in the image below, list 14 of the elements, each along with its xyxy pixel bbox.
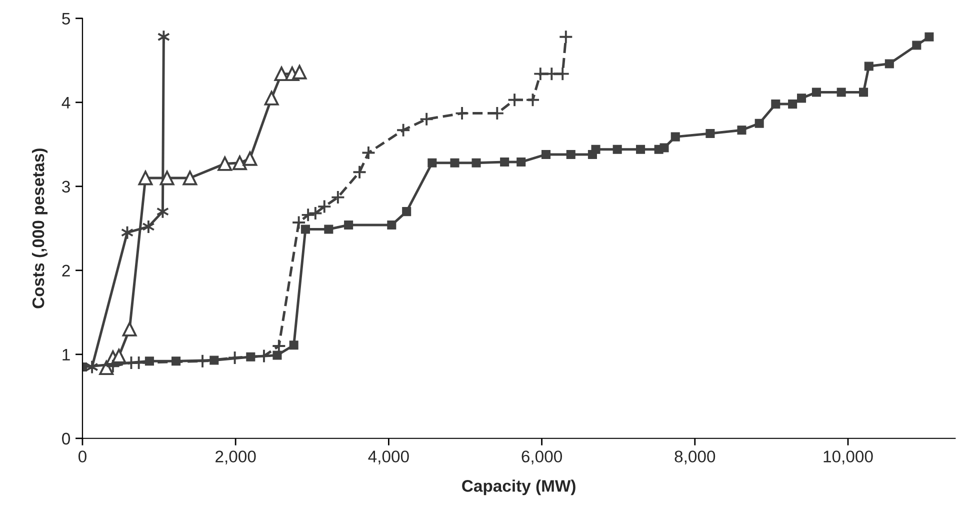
y-tick-label: 0 (62, 432, 70, 445)
x-tick-label: 0 (78, 450, 86, 462)
x-tick-label: 2,000 (216, 450, 256, 464)
y-axis-title: Costs (,000 pesetas) (32, 148, 48, 308)
y-tick-label: 2 (62, 264, 70, 276)
x-tick-label: 6,000 (522, 450, 562, 464)
x-tick-label: 8,000 (674, 450, 716, 464)
x-axis-title: Capacity (MW) (462, 480, 576, 496)
y-tick-label: 3 (62, 180, 70, 193)
y-tick-label: 4 (62, 96, 70, 108)
x-tick-label: 10,000 (824, 450, 873, 464)
x-tick-label: 4,000 (368, 450, 409, 464)
y-tick-label: 1 (62, 348, 70, 360)
y-tick-label: 5 (62, 12, 70, 25)
